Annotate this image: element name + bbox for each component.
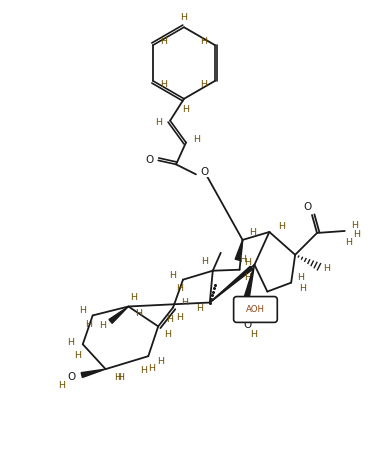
Text: H: H <box>249 229 256 238</box>
Text: H: H <box>351 220 358 230</box>
Polygon shape <box>210 266 253 302</box>
Text: H: H <box>244 273 251 282</box>
Text: H: H <box>85 320 92 329</box>
Text: H: H <box>74 351 81 360</box>
Polygon shape <box>81 369 106 378</box>
Text: H: H <box>181 298 188 307</box>
Text: H: H <box>177 284 184 293</box>
Text: H: H <box>201 81 208 90</box>
Text: H: H <box>59 381 66 390</box>
Text: H: H <box>160 36 167 45</box>
Text: H: H <box>177 313 184 322</box>
Text: H: H <box>201 257 208 266</box>
Polygon shape <box>243 265 254 303</box>
Text: H: H <box>194 135 201 144</box>
Text: H: H <box>269 299 276 308</box>
Polygon shape <box>109 306 128 323</box>
Text: H: H <box>239 255 246 264</box>
Text: H: H <box>117 373 124 382</box>
Text: H: H <box>298 273 305 282</box>
Text: H: H <box>135 309 142 318</box>
Text: O: O <box>68 372 76 382</box>
Text: AOH: AOH <box>246 305 265 314</box>
Text: O: O <box>145 155 153 166</box>
Text: H: H <box>201 36 208 45</box>
FancyBboxPatch shape <box>234 297 277 322</box>
Text: H: H <box>197 304 204 313</box>
Polygon shape <box>235 240 243 261</box>
Text: H: H <box>259 299 266 308</box>
Text: H: H <box>148 364 155 373</box>
Text: H: H <box>67 338 74 347</box>
Text: H: H <box>99 321 106 330</box>
Text: H: H <box>79 306 86 315</box>
Text: H: H <box>183 105 190 114</box>
Text: O: O <box>243 320 252 330</box>
Text: H: H <box>323 264 330 273</box>
Text: H: H <box>278 222 285 231</box>
Text: H: H <box>155 118 162 127</box>
Text: H: H <box>353 230 360 239</box>
Text: H: H <box>140 365 147 374</box>
Text: H: H <box>345 238 352 248</box>
Text: H: H <box>170 271 177 280</box>
Text: H: H <box>160 81 167 90</box>
Text: H: H <box>167 315 174 324</box>
Text: O: O <box>303 202 311 212</box>
Text: H: H <box>180 13 188 22</box>
Text: H: H <box>250 330 257 339</box>
Text: O: O <box>201 167 209 177</box>
Text: H: H <box>130 293 137 302</box>
Text: H: H <box>244 258 251 267</box>
Text: H: H <box>300 284 307 293</box>
Text: H: H <box>164 330 171 339</box>
Text: H: H <box>114 373 121 382</box>
Text: H: H <box>157 357 164 366</box>
